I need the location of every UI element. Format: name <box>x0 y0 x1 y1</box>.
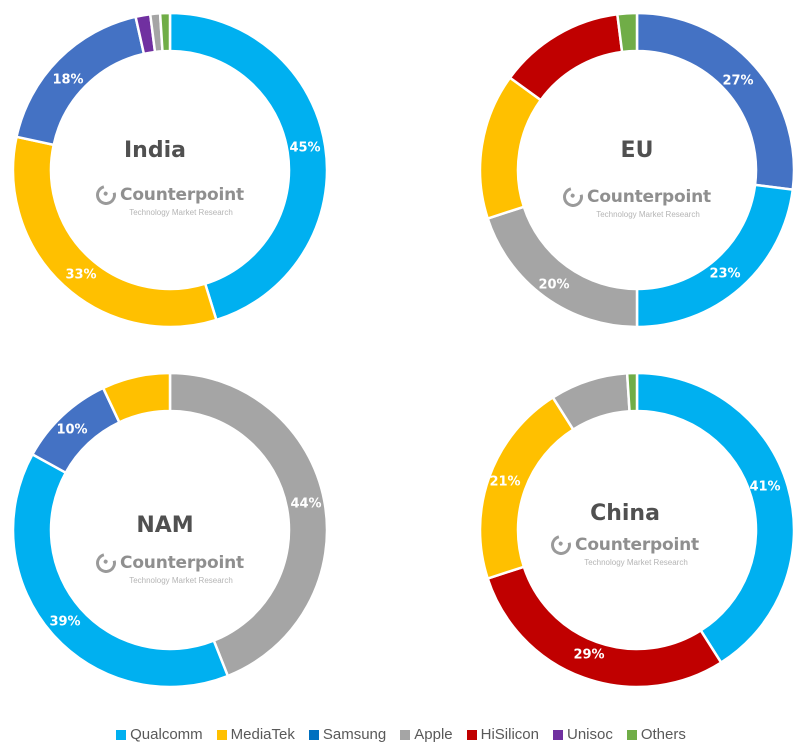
india-donut-chart: India Counterpoint Technology Market Res… <box>5 5 335 335</box>
segment-samsung <box>635 11 796 192</box>
eu-donut-chart: EU Counterpoint Technology Market Resear… <box>472 5 802 335</box>
china-donut <box>478 371 796 689</box>
legend-label: Qualcomm <box>130 726 203 743</box>
data-label-mediatek: 33% <box>65 267 97 283</box>
china-donut-chart: China Counterpoint Technology Market Res… <box>472 365 802 695</box>
counterpoint-watermark: Counterpoint Technology Market Research <box>5 549 335 585</box>
legend-item-hisilicon: HiSilicon <box>466 726 539 743</box>
segment-hisilicon <box>508 12 624 102</box>
legend-swatch-icon <box>216 729 227 740</box>
counterpoint-logo-icon <box>92 549 120 577</box>
watermark-tagline: Technology Market Research <box>584 558 688 567</box>
nam-donut-chart: NAM Counterpoint Technology Market Resea… <box>5 365 335 695</box>
legend-label: Others <box>640 726 686 743</box>
watermark-name: Counterpoint <box>120 553 244 573</box>
watermark-name: Counterpoint <box>575 535 699 555</box>
legend-swatch-icon <box>466 729 477 740</box>
data-label-qualcomm: 45% <box>289 140 321 156</box>
data-label-hisilicon: 29% <box>573 647 605 663</box>
data-label-samsung: 27% <box>722 73 754 89</box>
data-label-apple: 20% <box>538 277 570 293</box>
legend-item-apple: Apple <box>400 726 453 743</box>
watermark-name: Counterpoint <box>120 185 244 205</box>
legend-label: MediaTek <box>230 726 295 743</box>
legend-swatch-icon <box>552 729 563 740</box>
eu-donut <box>478 11 796 329</box>
chart-title: EU <box>620 138 654 163</box>
segment-apple <box>486 205 639 329</box>
watermark-name: Counterpoint <box>587 187 711 207</box>
segment-hisilicon <box>486 565 723 689</box>
data-label-qualcomm: 39% <box>49 614 81 630</box>
legend-label: Unisoc <box>566 726 613 743</box>
segment-apple <box>168 371 329 678</box>
segment-qualcomm <box>168 11 329 322</box>
legend-swatch-icon <box>116 729 127 740</box>
segment-others <box>615 11 639 54</box>
legend-swatch-icon <box>626 729 637 740</box>
counterpoint-watermark: Counterpoint Technology Market Research <box>5 181 335 217</box>
chart-title: India <box>124 138 186 163</box>
chart-title: NAM <box>136 513 194 538</box>
chart-title: China <box>590 501 660 526</box>
legend-swatch-icon <box>308 729 319 740</box>
legend-item-others: Others <box>626 726 686 743</box>
legend-swatch-icon <box>400 729 411 740</box>
segment-mediatek <box>101 371 172 424</box>
india-donut <box>11 11 329 329</box>
watermark-tagline: Technology Market Research <box>129 576 233 585</box>
legend-label: HiSilicon <box>480 726 539 743</box>
data-label-qualcomm: 23% <box>709 266 741 282</box>
legend-item-qualcomm: Qualcomm <box>116 726 203 743</box>
counterpoint-watermark: Counterpoint Technology Market Research <box>460 531 790 567</box>
watermark-tagline: Technology Market Research <box>596 210 700 219</box>
chart-legend: Qualcomm MediaTek Samsung Apple HiSilicon Uni… <box>0 726 802 743</box>
data-label-qualcomm: 41% <box>749 479 781 495</box>
legend-label: Samsung <box>322 726 387 743</box>
data-label-samsung: 18% <box>52 72 84 88</box>
legend-label: Apple <box>414 726 453 743</box>
counterpoint-watermark: Counterpoint Technology Market Research <box>472 183 802 219</box>
data-label-mediatek: 21% <box>489 474 521 490</box>
counterpoint-logo-icon <box>92 181 120 209</box>
legend-item-samsung: Samsung <box>308 726 387 743</box>
counterpoint-logo-icon <box>559 183 587 211</box>
legend-item-mediatek: MediaTek <box>216 726 295 743</box>
data-label-apple: 44% <box>290 496 322 512</box>
segment-mediatek <box>11 135 218 329</box>
nam-donut <box>11 371 329 689</box>
legend-item-unisoc: Unisoc <box>552 726 613 743</box>
watermark-tagline: Technology Market Research <box>129 208 233 217</box>
counterpoint-logo-icon <box>547 531 575 559</box>
segment-others <box>158 11 172 53</box>
segment-qualcomm <box>635 371 796 665</box>
data-label-samsung: 10% <box>56 422 88 438</box>
segment-others <box>625 371 639 413</box>
